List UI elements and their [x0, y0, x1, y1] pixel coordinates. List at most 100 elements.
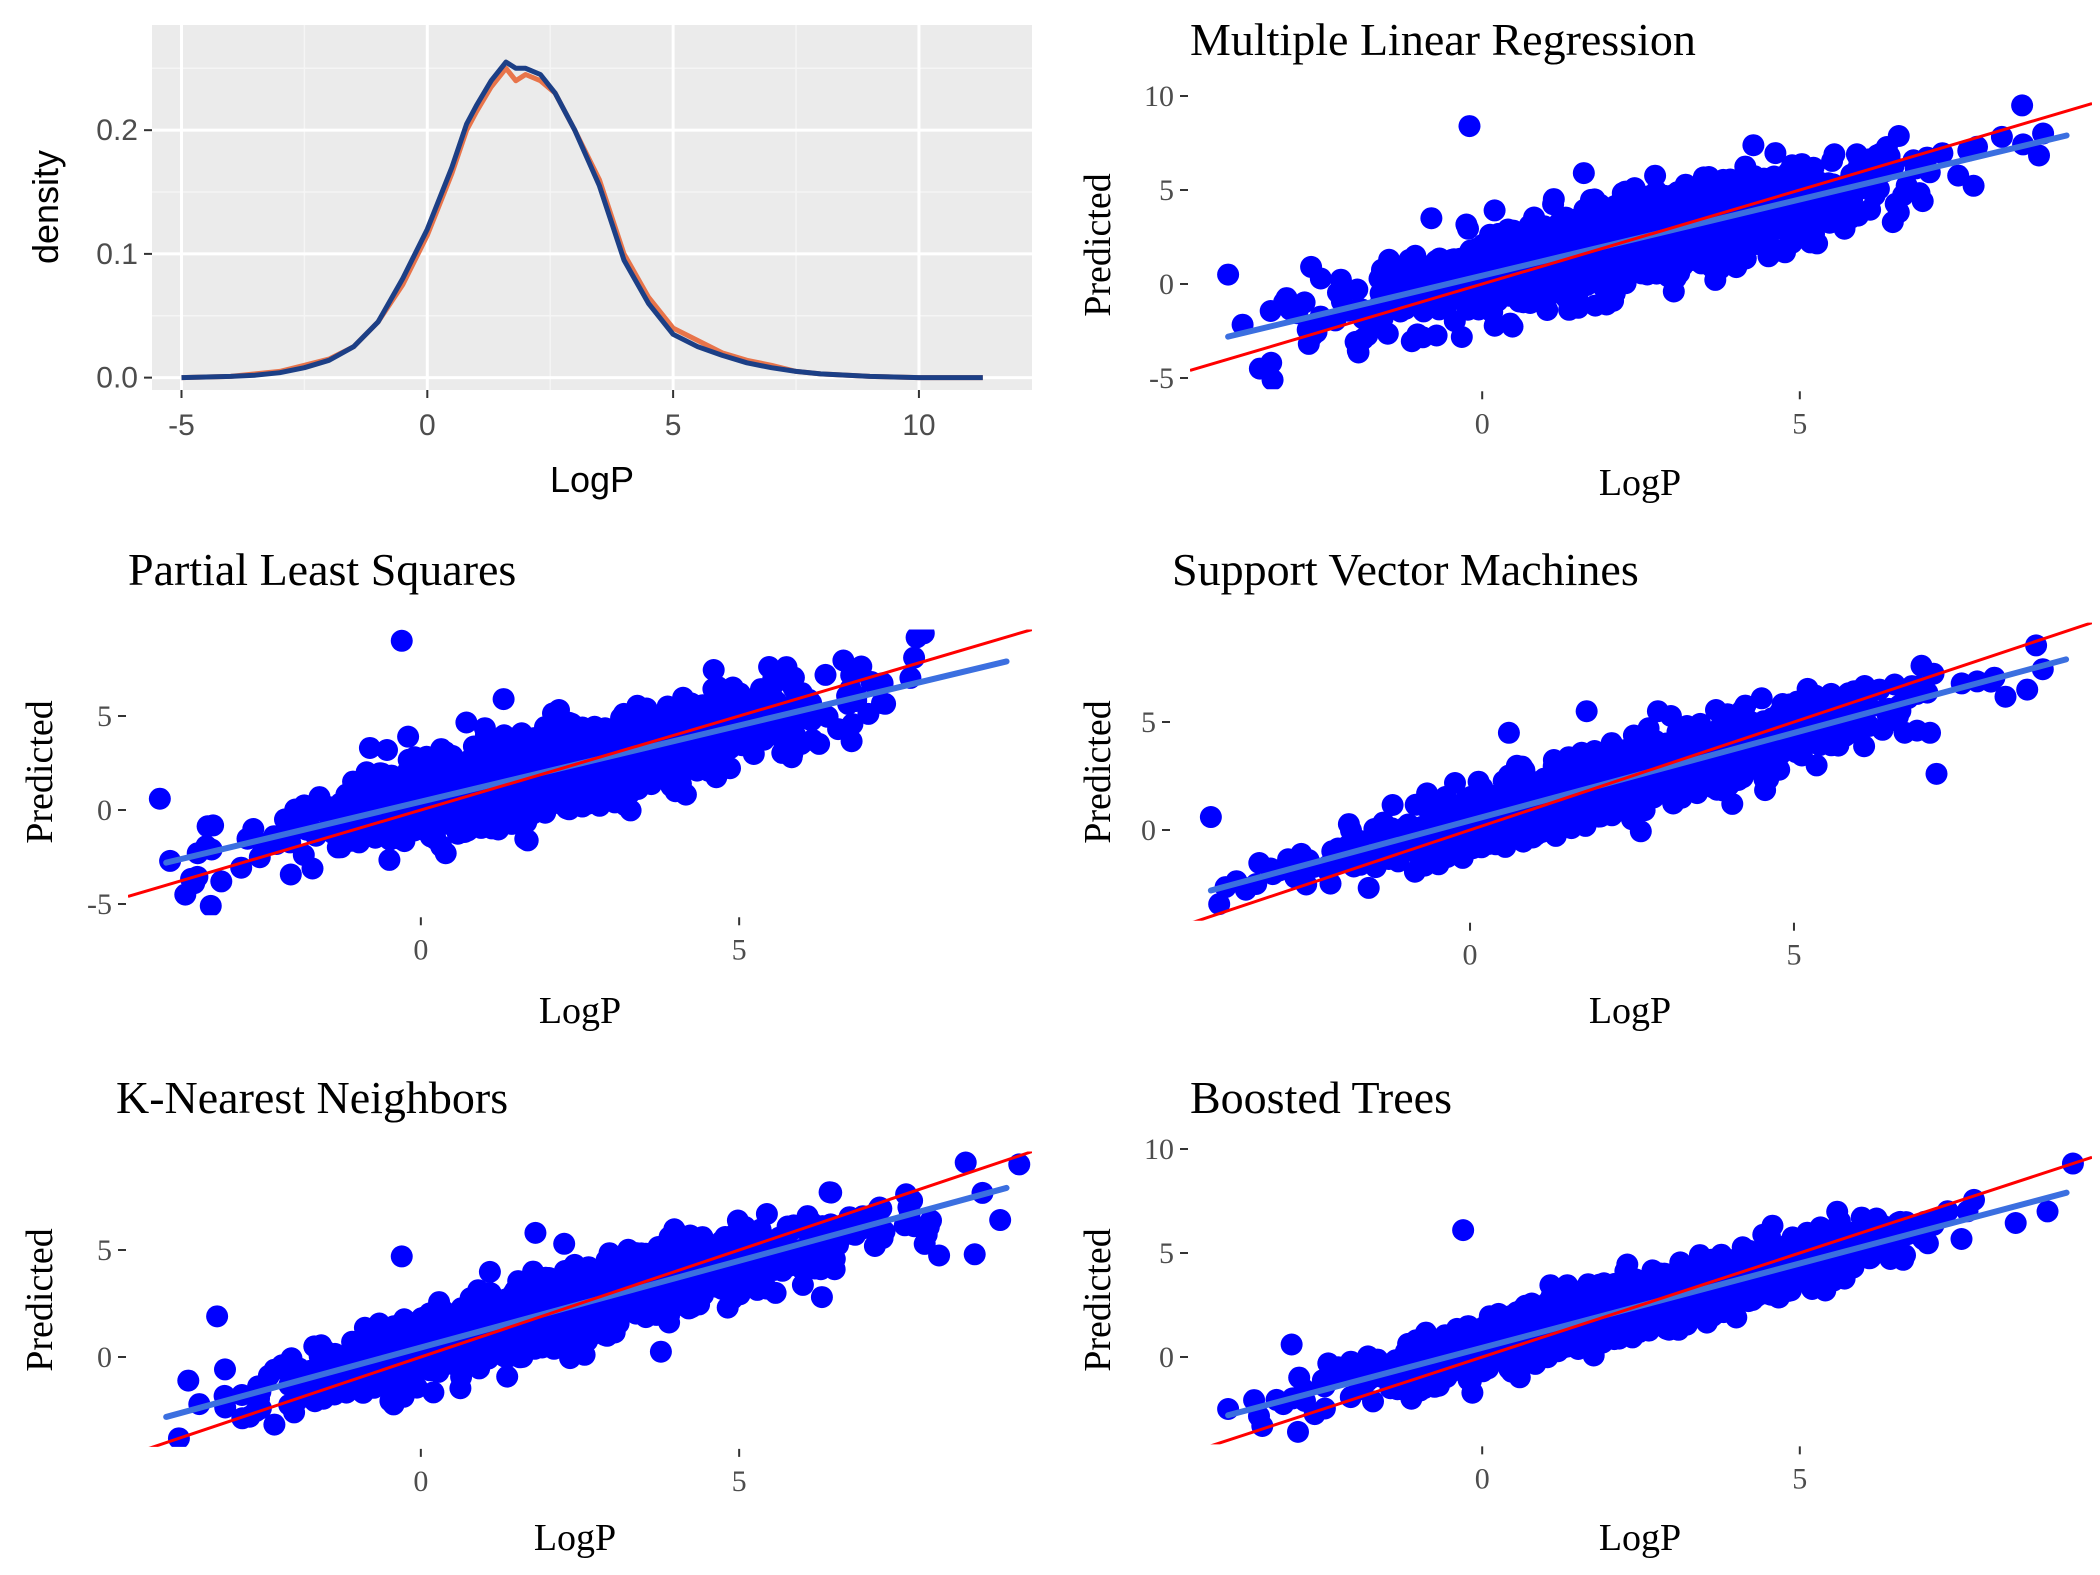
mlr-title: Multiple Linear Regression — [1190, 14, 1696, 65]
mlr-data-point — [1657, 240, 1680, 263]
svm-data-point — [1837, 682, 1860, 705]
pls-data-point — [358, 736, 381, 759]
density-axes: -5 0 5 100.00.10.2 — [96, 114, 935, 442]
svm-data-point — [1558, 770, 1581, 793]
svm-data-point — [1489, 825, 1512, 848]
density-gridlines — [152, 25, 1032, 390]
pls-data-point — [503, 809, 526, 832]
pls-data-point — [468, 761, 491, 784]
density-y-tick-label: 0.2 — [96, 114, 138, 147]
mlr-data-point — [1638, 239, 1661, 262]
pls-data-point — [513, 726, 536, 749]
knn-x-tick-label: 5 — [732, 1465, 747, 1498]
pls-data-point — [832, 649, 855, 672]
mlr-data-point — [1833, 217, 1856, 240]
pls-data-point — [634, 721, 657, 743]
mlr-data-point — [1734, 155, 1757, 178]
pls-x-axis-label: LogP — [539, 990, 621, 1032]
density-x-tick-label: 0 — [419, 409, 436, 442]
pls-data-point — [755, 724, 778, 747]
svm-data-point — [1710, 726, 1733, 748]
mlr-x-axis-label: LogP — [1599, 462, 1681, 504]
pls-identity-line — [128, 629, 1032, 898]
svm-data-point — [1557, 746, 1580, 769]
pls-data-point — [524, 781, 547, 804]
svm-data-point — [1290, 842, 1313, 865]
mlr-data-point — [1845, 143, 1868, 166]
density-y-tick-label: 0.1 — [96, 238, 138, 271]
pls-data-point — [397, 725, 420, 748]
pls-data-point — [390, 629, 413, 652]
mlr-data-point — [1371, 258, 1393, 281]
svm-data-point — [1443, 836, 1466, 859]
pls-y-axis-label: Predicted — [19, 700, 61, 844]
mlr-data-point — [1217, 263, 1240, 286]
svm-data-point — [2016, 678, 2039, 701]
knn-title: K-Nearest Neighbors — [116, 1072, 508, 1123]
svm-data-point — [1587, 805, 1610, 828]
knn-data-point — [803, 1257, 826, 1280]
mlr-data-point — [1636, 263, 1659, 286]
svm-data-point — [1721, 792, 1744, 815]
mlr-data-point — [1764, 142, 1787, 165]
mlr-data-point — [1626, 214, 1648, 237]
svm-y-tick-label: 5 — [1141, 706, 1156, 739]
knn-y-tick-label: 0 — [97, 1341, 112, 1374]
mlr-data-point — [1458, 115, 1481, 138]
density-series-line-1 — [181, 59, 983, 381]
pls-data-point — [148, 787, 171, 810]
mlr-data-layer — [1190, 94, 2092, 390]
svm-data-point — [1357, 876, 1380, 899]
density-x-tick-label: -5 — [168, 409, 195, 442]
pls-data-layer — [128, 629, 1032, 916]
pls-data-point — [584, 762, 607, 785]
svm-data-point — [1820, 682, 1843, 705]
mlr-data-point — [1425, 324, 1448, 347]
mlr-x-tick-label: 5 — [1792, 407, 1807, 440]
mlr-data-point — [1610, 201, 1633, 224]
mlr-data-point — [2028, 144, 2050, 167]
density-y-axis-label: density — [25, 150, 66, 264]
pls-data-point — [458, 805, 480, 828]
svm-data-point — [1743, 750, 1765, 773]
pls-data-point — [801, 729, 824, 752]
svm-x-axis-label: LogP — [1589, 990, 1671, 1032]
svm-data-point — [1808, 728, 1831, 751]
svm-data-point — [1403, 860, 1426, 883]
mlr-data-point — [1428, 296, 1451, 319]
svm-data-point — [1612, 793, 1635, 816]
mlr-data-point — [1483, 314, 1506, 337]
knn-data-point — [820, 1181, 843, 1204]
svm-data-point — [1497, 721, 1520, 744]
pls-data-point — [702, 659, 725, 681]
pls-data-point — [199, 894, 222, 916]
pls-data-point — [352, 775, 375, 798]
svm-identity-line — [1193, 622, 2092, 921]
svm-data-point — [1721, 764, 1744, 787]
pls-data-point — [912, 629, 935, 645]
pls-data-point — [643, 762, 665, 785]
pls-data-point — [782, 666, 805, 689]
svm-x-tick-label: 5 — [1786, 939, 1801, 972]
mlr-data-point — [1454, 251, 1477, 274]
mlr-data-point — [1521, 242, 1544, 265]
pls-data-point — [664, 780, 687, 803]
mlr-data-point — [1544, 277, 1567, 300]
pls-data-point — [603, 791, 626, 814]
mlr-data-point — [1614, 272, 1637, 295]
mlr-data-point — [1863, 184, 1886, 207]
pls-data-point — [618, 753, 641, 776]
mlr-data-point — [1524, 269, 1547, 292]
svm-data-layer — [1193, 622, 2092, 921]
pls-data-point — [293, 794, 316, 817]
knn-data-point — [928, 1244, 951, 1267]
svm-data-point — [1575, 700, 1598, 723]
mlr-data-point — [1947, 164, 1970, 187]
svm-data-point — [1467, 785, 1490, 808]
pls-data-point — [841, 713, 864, 736]
mlr-data-point — [1801, 204, 1824, 227]
mlr-data-point — [1420, 207, 1443, 230]
